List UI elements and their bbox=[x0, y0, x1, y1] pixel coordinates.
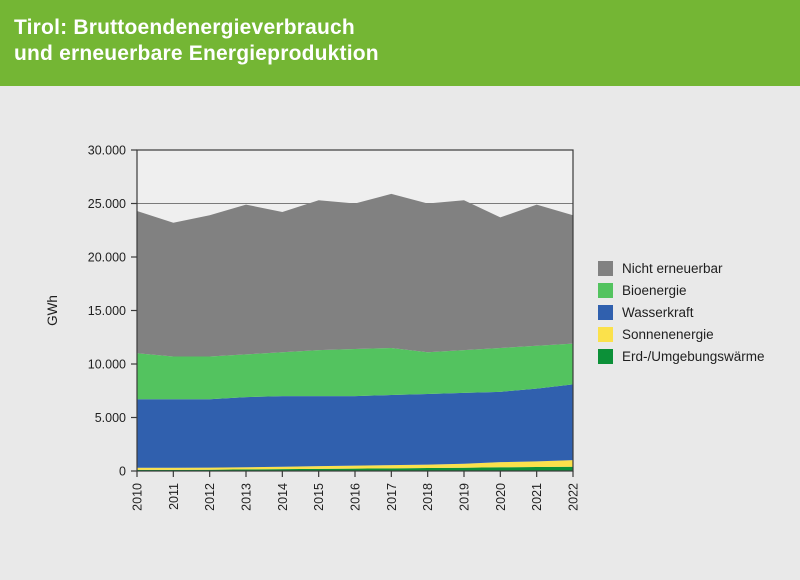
legend-swatch-sonnenenergie bbox=[598, 327, 613, 342]
x-tick-label: 2012 bbox=[203, 483, 217, 511]
y-tick-label: 0 bbox=[119, 465, 126, 479]
x-tick-label: 2018 bbox=[421, 483, 435, 511]
stacked-area-chart: 0 5.000 10.000 15.000 20.000 25.000 30.000 GWh 2… bbox=[45, 144, 581, 511]
x-tick-label: 2020 bbox=[494, 483, 508, 511]
x-tick-label: 2016 bbox=[349, 483, 363, 511]
y-tick-label: 30.000 bbox=[88, 144, 126, 158]
legend-item-wasserkraft: Wasserkraft bbox=[598, 305, 765, 320]
legend-label: Nicht erneuerbar bbox=[622, 261, 723, 276]
legend-swatch-erd-umgebungswaerme bbox=[598, 349, 613, 364]
legend-label: Wasserkraft bbox=[622, 305, 694, 320]
x-tick-label: 2021 bbox=[530, 483, 544, 511]
legend-swatch-bioenergie bbox=[598, 283, 613, 298]
area-nicht-erneuerbar bbox=[137, 193, 573, 357]
legend-item-sonnenenergie: Sonnenenergie bbox=[598, 327, 765, 342]
legend-item-nicht-erneuerbar: Nicht erneuerbar bbox=[598, 261, 765, 276]
legend-item-bioenergie: Bioenergie bbox=[598, 283, 765, 298]
chart-area: 0 5.000 10.000 15.000 20.000 25.000 30.000 GWh 2… bbox=[0, 86, 800, 575]
y-tick-label: 25.000 bbox=[88, 197, 126, 211]
x-tick-label: 2014 bbox=[276, 483, 290, 511]
y-axis-label: GWh bbox=[45, 295, 60, 326]
x-tick-label: 2015 bbox=[312, 483, 326, 511]
legend-item-erd-umgebungswaerme: Erd-/Umgebungswärme bbox=[598, 349, 765, 364]
y-tick-label: 5.000 bbox=[95, 411, 126, 425]
area-wasserkraft bbox=[137, 384, 573, 468]
y-tick-label: 10.000 bbox=[88, 358, 126, 372]
area-sonnenenergie bbox=[137, 460, 573, 470]
page-title-line-1: Tirol: Bruttoendenergieverbrauch bbox=[14, 16, 355, 39]
page-header: Tirol: Bruttoendenergieverbrauch und ern… bbox=[0, 0, 800, 86]
x-tick-label: 2019 bbox=[458, 483, 472, 511]
chart-legend: Nicht erneuerbar Bioenergie Wasserkraft Son… bbox=[598, 261, 765, 364]
legend-swatch-wasserkraft bbox=[598, 305, 613, 320]
legend-label: Sonnenenergie bbox=[622, 327, 714, 342]
legend-label: Bioenergie bbox=[622, 283, 687, 298]
x-tick-label: 2013 bbox=[240, 483, 254, 511]
y-tick-label: 20.000 bbox=[88, 251, 126, 265]
legend-swatch-nicht-erneuerbar bbox=[598, 261, 613, 276]
legend-label: Erd-/Umgebungswärme bbox=[622, 349, 765, 364]
page-title-line-2: und erneuerbare Energieproduktion bbox=[14, 42, 379, 65]
x-tick-label: 2011 bbox=[167, 483, 181, 510]
x-tick-label: 2010 bbox=[131, 483, 145, 511]
y-tick-label: 15.000 bbox=[88, 304, 126, 318]
x-tick-label: 2017 bbox=[385, 483, 399, 511]
area-bioenergie bbox=[137, 343, 573, 400]
x-tick-label: 2022 bbox=[567, 483, 581, 511]
